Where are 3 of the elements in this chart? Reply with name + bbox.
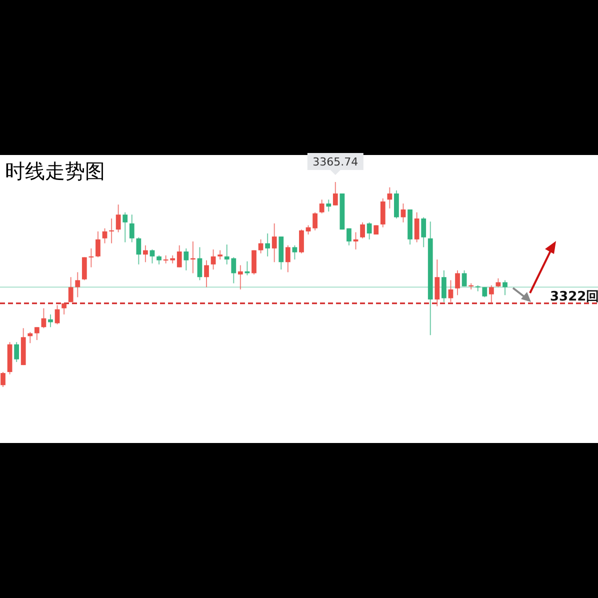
chart-title: 时线走势图 [5, 159, 105, 183]
annotation: 3365.74 [307, 153, 364, 175]
ref-line-label: 3322回 [550, 289, 598, 304]
